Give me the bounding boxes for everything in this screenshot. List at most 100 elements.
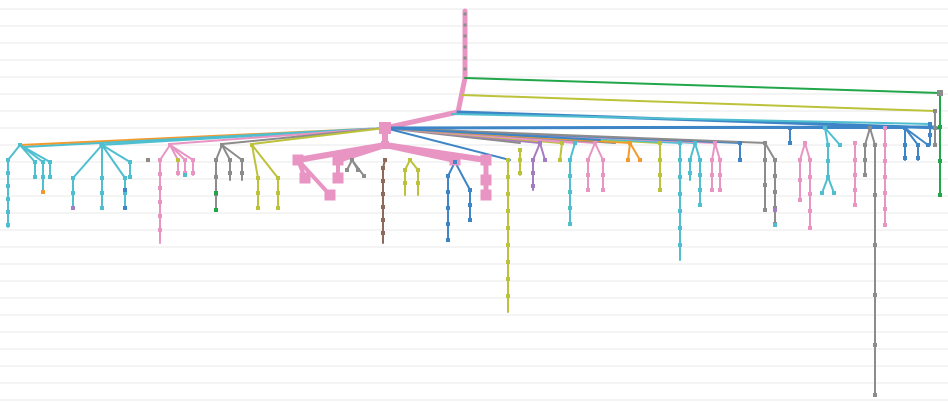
tree-node-25 <box>480 189 492 201</box>
tree-node-143 <box>586 188 590 192</box>
tree-node-11 <box>937 90 943 96</box>
tree-node-20 <box>480 154 492 166</box>
tree-node-190 <box>803 141 807 145</box>
tree-node-42 <box>416 181 420 185</box>
tree-node-128 <box>531 158 535 162</box>
tree-node-152 <box>658 173 662 177</box>
tree-node-76 <box>48 160 52 164</box>
tree-node-164 <box>698 158 702 162</box>
tree-node-219 <box>863 158 867 162</box>
tree-node-163 <box>688 171 692 175</box>
tree-node-151 <box>658 158 662 162</box>
tree-node-43 <box>453 160 457 164</box>
tree-node-64 <box>18 143 22 147</box>
tree-node-211 <box>868 126 872 130</box>
tree-node-63 <box>518 171 522 175</box>
tree-node-133 <box>558 158 562 162</box>
tree-node-223 <box>883 143 887 147</box>
tree-node-18 <box>332 154 344 166</box>
tree-node-71 <box>33 160 37 164</box>
tree-edge-138 <box>824 127 841 146</box>
tree-node-78 <box>41 190 45 194</box>
tree-node-135 <box>568 158 572 162</box>
tree-node-86 <box>123 176 127 180</box>
tree-node-129 <box>531 171 535 175</box>
tree-node-141 <box>586 158 590 162</box>
tree-node-116 <box>240 171 244 175</box>
tree-node-22 <box>324 189 336 201</box>
tree-node-226 <box>883 191 887 195</box>
tree-node-84 <box>100 191 104 195</box>
tree-edge-100 <box>559 142 563 161</box>
tree-node-221 <box>873 393 877 397</box>
tree-node-154 <box>678 141 682 145</box>
tree-node-122 <box>256 206 260 210</box>
tree-node-100 <box>158 228 162 232</box>
tree-node-80 <box>71 176 75 180</box>
tree-node-37 <box>381 231 385 235</box>
tree-node-155 <box>678 158 682 162</box>
tree-node-21 <box>299 172 311 184</box>
tree-edge-4 <box>451 113 931 125</box>
tree-edge-144 <box>869 127 876 146</box>
tree-node-224 <box>883 159 887 163</box>
tree-edge-140 <box>821 176 829 194</box>
tree-edge-104 <box>587 142 596 161</box>
tree-node-106 <box>191 171 195 175</box>
tree-node-162 <box>688 158 692 162</box>
tree-node-234 <box>926 143 930 147</box>
tree-node-1 <box>463 23 467 27</box>
tree-node-57 <box>506 243 510 247</box>
tree-node-174 <box>718 188 722 192</box>
tree-node-231 <box>903 156 907 160</box>
tree-edge-0 <box>382 8 468 131</box>
tree-node-12 <box>933 109 937 113</box>
tree-edge-108 <box>627 142 631 161</box>
tree-edge-98 <box>539 142 546 161</box>
tree-node-173 <box>718 173 722 177</box>
tree-node-146 <box>601 188 605 192</box>
tree-node-169 <box>710 158 714 162</box>
tree-node-9 <box>938 159 942 163</box>
tree-edge-136 <box>824 127 829 146</box>
tree-node-23 <box>332 172 344 184</box>
tree-node-99 <box>158 214 162 218</box>
tree-edge-106 <box>594 142 604 161</box>
tree-node-107 <box>176 158 180 162</box>
tree-node-201 <box>826 159 830 163</box>
tree-node-102 <box>176 171 180 175</box>
tree-node-44 <box>446 174 450 178</box>
tree-node-4 <box>463 56 467 60</box>
tree-node-8 <box>938 125 942 129</box>
tree-node-34 <box>381 192 385 196</box>
tree-node-95 <box>158 158 162 162</box>
tree-edge-84 <box>169 144 194 161</box>
tree-node-92 <box>123 188 127 192</box>
tree-node-181 <box>773 158 777 162</box>
tree-node-48 <box>446 238 450 242</box>
tree-node-216 <box>873 343 877 347</box>
tree-node-2 <box>463 34 467 38</box>
tree-edge-14 <box>251 127 386 145</box>
tree-node-186 <box>773 208 777 212</box>
tree-edge-57 <box>454 161 471 191</box>
tree-node-94 <box>168 143 172 147</box>
tree-node-30 <box>362 174 366 178</box>
tree-node-139 <box>568 222 572 226</box>
tree-node-53 <box>506 175 510 179</box>
tree-edge-74 <box>101 144 126 179</box>
tree-edge-141 <box>827 176 835 194</box>
tree-node-31 <box>383 158 387 162</box>
tree-node-150 <box>658 141 662 145</box>
tree-node-233 <box>916 156 920 160</box>
tree-node-165 <box>698 173 702 177</box>
tree-node-3 <box>463 45 467 49</box>
tree-node-110 <box>214 158 218 162</box>
tree-node-35 <box>381 205 385 209</box>
tree-edge-96 <box>532 142 541 161</box>
tree-edge-86 <box>215 144 223 161</box>
tree-edge-128 <box>764 142 776 161</box>
tree-node-56 <box>506 226 510 230</box>
tree-node-72 <box>33 175 37 179</box>
